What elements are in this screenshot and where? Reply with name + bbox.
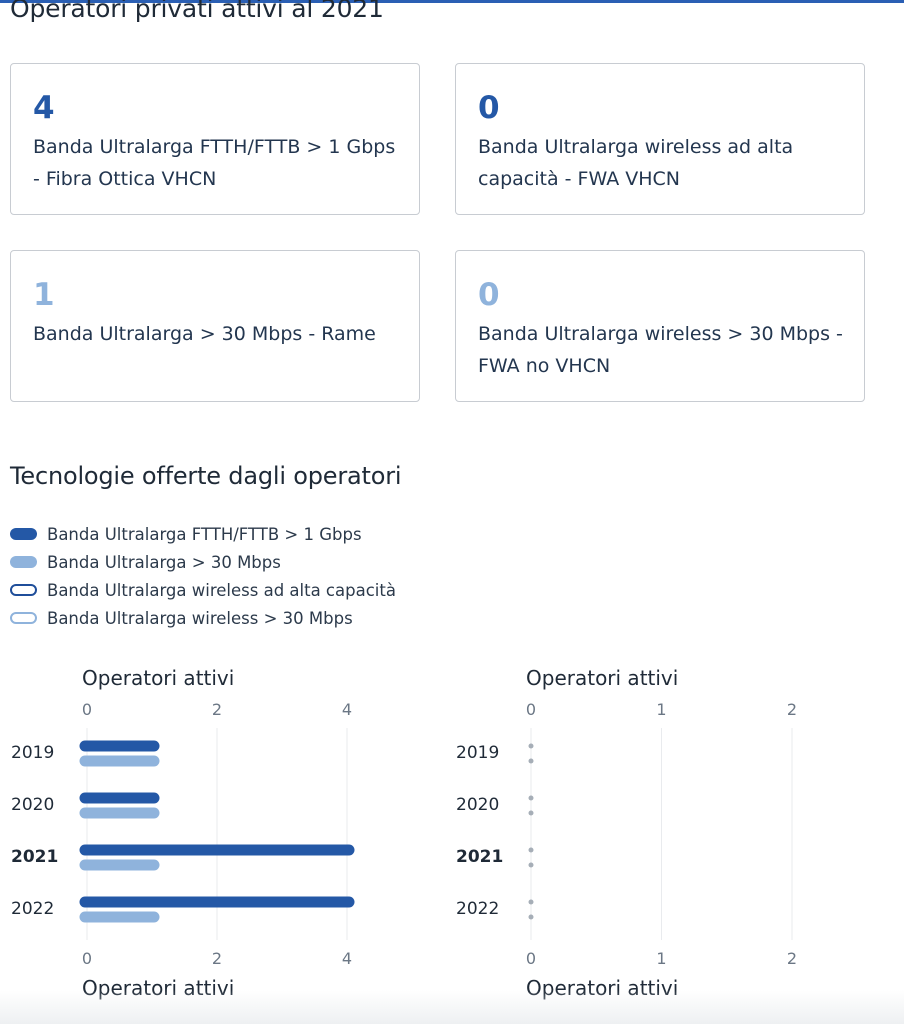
tick-label-top: 2	[212, 700, 222, 719]
tick-label-bottom: 0	[82, 949, 92, 968]
legend-item: Banda Ultralarga wireless > 30 Mbps	[10, 604, 396, 632]
tick-label-bottom: 0	[526, 949, 536, 968]
tick-label-top: 0	[526, 700, 536, 719]
top-accent-line	[0, 0, 904, 3]
bar-zero-marker	[528, 899, 534, 905]
legend-swatch-30mbps	[10, 556, 37, 568]
category-label: 2022	[11, 899, 54, 919]
tick-label-top: 1	[656, 700, 666, 719]
bar-zero-marker	[528, 847, 534, 853]
category-label: 2021	[456, 847, 503, 867]
category-label: 2019	[456, 743, 499, 763]
tick-label-bottom: 2	[212, 949, 222, 968]
bar-zero-marker	[528, 810, 534, 816]
card-rame: 1 Banda Ultralarga > 30 Mbps - Rame	[10, 250, 420, 402]
category-label: 2019	[11, 743, 54, 763]
bottom-fade	[0, 990, 904, 1024]
card-value: 0	[478, 90, 500, 126]
card-label: Banda Ultralarga > 30 Mbps - Rame	[33, 323, 376, 345]
tech-section-title: Tecnologie offerte dagli operatori	[10, 462, 402, 490]
tick-label-bottom: 2	[787, 949, 797, 968]
card-value: 1	[33, 277, 55, 313]
card-ftth: 4 Banda Ultralarga FTTH/FTTB > 1 Gbps - …	[10, 63, 420, 215]
tick-label-bottom: 1	[656, 949, 666, 968]
chart-wireless-technologies: 0 0 1 1 2 2 2019 2020 2021 2022	[456, 700, 797, 968]
category-label: 2020	[11, 795, 54, 815]
legend-item: Banda Ultralarga > 30 Mbps	[10, 548, 396, 576]
bar-zero-marker	[528, 758, 534, 764]
legend-swatch-wireless-vhcn	[10, 584, 37, 596]
bar-zero-marker	[528, 914, 534, 920]
card-label: Banda Ultralarga FTTH/FTTB > 1 Gbps - Fi…	[33, 136, 396, 190]
legend-label: Banda Ultralarga > 30 Mbps	[47, 552, 281, 572]
card-fwa-vhcn: 0 Banda Ultralarga wireless ad alta capa…	[455, 63, 865, 215]
legend-swatch-ftth	[10, 528, 37, 540]
chart-2-top-axis-title: Operatori attivi	[526, 666, 679, 690]
legend-swatch-wireless-30mbps	[10, 612, 37, 624]
legend-item: Banda Ultralarga FTTH/FTTB > 1 Gbps	[10, 520, 396, 548]
tick-label-top: 4	[342, 700, 352, 719]
tick-label-bottom: 4	[342, 949, 352, 968]
bar-zero-marker	[528, 795, 534, 801]
chart-legend: Banda Ultralarga FTTH/FTTB > 1 Gbps Band…	[10, 520, 396, 632]
tick-label-top: 0	[82, 700, 92, 719]
card-value: 0	[478, 277, 500, 313]
card-label: Banda Ultralarga wireless ad alta capaci…	[478, 136, 794, 190]
card-fwa-no-vhcn: 0 Banda Ultralarga wireless > 30 Mbps - …	[455, 250, 865, 402]
operators-section-title: Operatori privati attivi al 2021	[10, 0, 384, 23]
legend-label: Banda Ultralarga wireless ad alta capaci…	[47, 580, 396, 600]
legend-label: Banda Ultralarga wireless > 30 Mbps	[47, 608, 353, 628]
card-value: 4	[33, 90, 55, 126]
bar-zero-marker	[528, 743, 534, 749]
bar-zero-marker	[528, 862, 534, 868]
category-label: 2021	[11, 847, 58, 867]
chart-1-top-axis-title: Operatori attivi	[82, 666, 235, 690]
category-label: 2020	[456, 795, 499, 815]
legend-item: Banda Ultralarga wireless ad alta capaci…	[10, 576, 396, 604]
chart-wired-technologies: 0 0 2 2 4 4 2019 2020 2021 2022	[11, 700, 355, 968]
legend-label: Banda Ultralarga FTTH/FTTB > 1 Gbps	[47, 524, 362, 544]
card-label: Banda Ultralarga wireless > 30 Mbps - FW…	[478, 323, 843, 377]
category-label: 2022	[456, 899, 499, 919]
tick-label-top: 2	[787, 700, 797, 719]
